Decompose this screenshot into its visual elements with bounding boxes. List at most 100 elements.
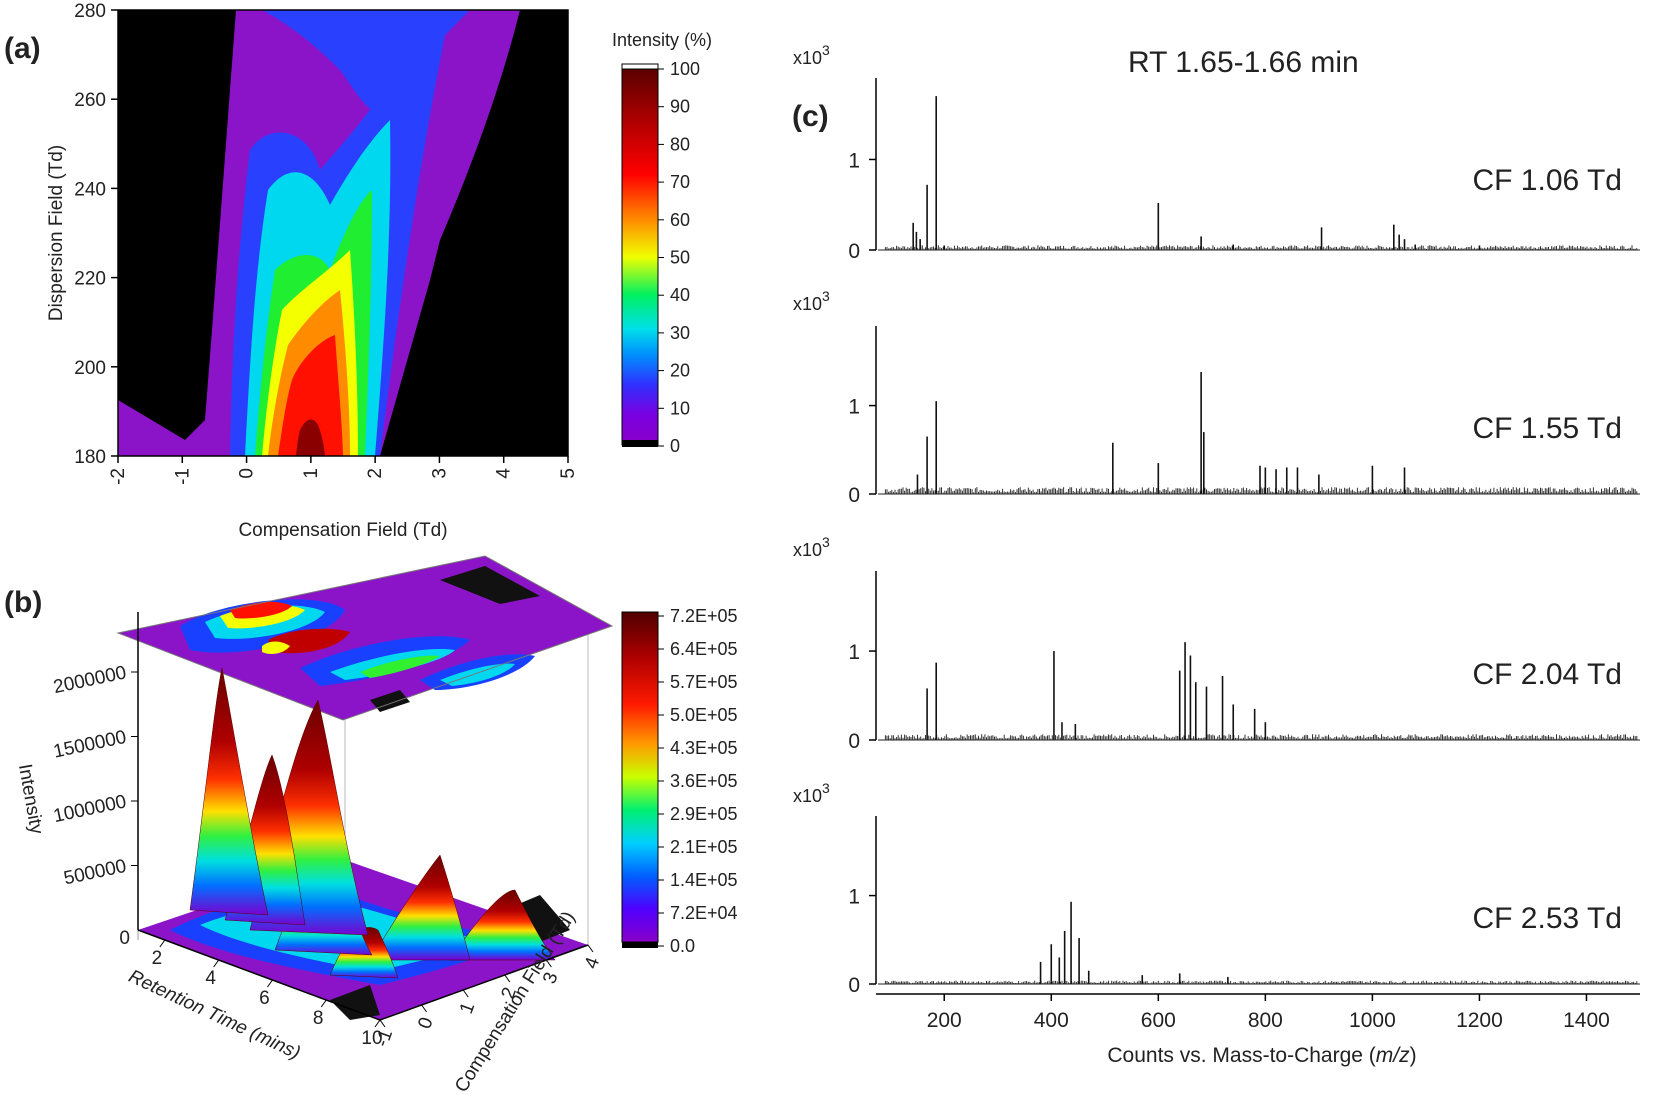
floor-black-2 xyxy=(330,985,380,1020)
spectrum-1-scale: x103 xyxy=(793,288,830,314)
a-xtick-label-1: -1 xyxy=(172,468,193,485)
b-ytick-0 xyxy=(379,1019,386,1028)
panel-b-colorbar-ticks: 0.0 7.2E+04 1.4E+05 2.1E+05 2.9E+05 3.6E+05 4.… xyxy=(658,606,738,956)
b-xtick-4 xyxy=(374,1019,381,1028)
panel-c-title: RT 1.65-1.66 min xyxy=(1128,46,1359,79)
spectrum-1-label: CF 1.55 Td xyxy=(1472,412,1622,445)
panel-a-colorbar xyxy=(621,68,659,446)
a-cb-tick-label-10: 100 xyxy=(670,59,700,79)
hotspot-cyan-3 xyxy=(440,663,515,686)
b-xtick-3 xyxy=(320,999,327,1008)
panel-c-spectra: x103 0 1 CF 1.06 Td x103 0 1 CF 1.55 Td x103 0 1 CF… xyxy=(793,42,1640,1032)
panel-b-colorbar-bottom-cap xyxy=(622,942,658,948)
panel-a-ylabel: Dispersion Field (Td) xyxy=(46,145,67,321)
surface-peak-4 xyxy=(369,854,471,961)
spectrum-3-label: CF 2.53 Td xyxy=(1472,902,1622,935)
a-cb-tick-label-3: 30 xyxy=(670,323,690,343)
c-xtick-label-5: 1200 xyxy=(1456,1009,1503,1032)
b-cb-tick-label-5: 3.6E+05 xyxy=(670,771,738,791)
b-ztick-minor-label-0: 0 xyxy=(119,928,130,949)
b-xtick-0 xyxy=(159,939,166,948)
spectrum-0-ytick-label-1: 1 xyxy=(848,149,860,172)
panel-a-label: (a) xyxy=(4,32,41,65)
b-ytick-4 xyxy=(545,959,552,968)
b-cb-tick-label-7: 5.0E+05 xyxy=(670,705,738,725)
a-ytick-label-5: 280 xyxy=(74,1,106,22)
b-xtick-label-1: 4 xyxy=(205,968,216,989)
panel-a-colorbar-title: Intensity (%) xyxy=(612,30,712,50)
b-xtick-label-2: 6 xyxy=(259,988,270,1009)
spectrum-2-label: CF 2.04 Td xyxy=(1472,658,1622,691)
b-ytick-label-2: 1 xyxy=(456,1000,479,1017)
c-xtick-label-6: 1400 xyxy=(1563,1009,1610,1032)
b-ytick-label-1: 0 xyxy=(414,1015,437,1032)
heatmap-region-70-90 xyxy=(278,335,343,456)
b-cb-tick-label-2: 1.4E+05 xyxy=(670,870,738,890)
hotspot-yellow-2 xyxy=(262,641,290,654)
b-xtick-2 xyxy=(267,979,273,988)
a-ytick-label-1: 200 xyxy=(74,358,106,379)
spectrum-2-ytick-label-0: 0 xyxy=(848,730,860,753)
spectrum-1-noise xyxy=(884,487,1638,494)
panel-a-axes: -2 -1 0 1 2 3 4 5 180 200 220 240 260 280 xyxy=(74,1,579,485)
b-ytick-1 xyxy=(421,1004,428,1013)
spectrum-1: x103 0 1 CF 1.55 Td xyxy=(793,288,1640,507)
panel-a-heatmap xyxy=(117,9,569,457)
a-ytick-label-3: 240 xyxy=(74,179,106,200)
panel-a-colorbar-bottom-cap xyxy=(622,440,658,447)
a-ytick-label-4: 260 xyxy=(74,90,106,111)
b-ztick-label-3: 2000000 xyxy=(52,662,129,698)
a-cb-tick-label-8: 80 xyxy=(670,134,690,154)
a-xtick-label-3: 1 xyxy=(301,468,322,479)
a-xtick-label-5: 3 xyxy=(429,468,450,479)
spectrum-3-scale: x103 xyxy=(793,780,830,806)
a-cb-tick-label-0: 0 xyxy=(670,436,680,456)
spectrum-2-ytick-label-1: 1 xyxy=(848,641,860,664)
heatmap-region-90-100 xyxy=(296,419,325,456)
a-ytick-label-0: 180 xyxy=(74,447,106,468)
b-ytick-3 xyxy=(504,974,511,983)
spectrum-0: x103 0 1 CF 1.06 Td xyxy=(793,42,1640,263)
c-xtick-label-1: 400 xyxy=(1034,1009,1069,1032)
panel-a-colorbar-ticks: 0 10 20 30 40 50 60 70 80 90 100 xyxy=(658,59,700,456)
panel-a-xlabel: Compensation Field (Td) xyxy=(238,520,447,541)
a-xtick-label-2: 0 xyxy=(237,468,258,479)
b-cb-tick-label-9: 6.4E+05 xyxy=(670,639,738,659)
b-ytick-2 xyxy=(462,989,469,998)
panel-b-surface xyxy=(116,555,614,1021)
b-cb-tick-label-10: 7.2E+05 xyxy=(670,606,738,626)
c-xtick-label-2: 600 xyxy=(1141,1009,1176,1032)
a-cb-tick-label-5: 50 xyxy=(670,248,690,268)
spectrum-1-ytick-label-0: 0 xyxy=(848,484,860,507)
spectrum-3: x103 0 1 CF 2.53 Td xyxy=(793,780,1640,997)
spectrum-2-scale: x103 xyxy=(793,534,830,560)
panel-a-colorbar-top-cap xyxy=(621,63,659,70)
panel-b-label: (b) xyxy=(4,586,42,619)
b-xtick-1 xyxy=(213,959,220,968)
b-xtick-label-0: 2 xyxy=(152,948,163,969)
a-cb-tick-label-7: 70 xyxy=(670,172,690,192)
spectrum-2: x103 0 1 CF 2.04 Td xyxy=(793,534,1640,753)
panel-b-zlabel: Intensity xyxy=(14,762,47,836)
a-ytick-label-2: 220 xyxy=(74,269,106,290)
a-xtick-label-0: -2 xyxy=(108,468,129,485)
surface-peak-5 xyxy=(449,889,556,961)
hotspot-green-2 xyxy=(360,655,440,678)
spectrum-0-noise xyxy=(884,245,1638,250)
panel-c-xlabel: Counts vs. Mass-to-Charge (m/z) xyxy=(1107,1044,1416,1067)
b-ztick-label-0: 500000 xyxy=(62,856,128,890)
spectrum-2-noise xyxy=(884,734,1638,740)
surface-peak-1 xyxy=(189,667,269,916)
a-cb-tick-label-6: 60 xyxy=(670,210,690,230)
a-xtick-label-7: 5 xyxy=(558,468,579,479)
b-cb-tick-label-8: 5.7E+05 xyxy=(670,672,738,692)
spectrum-3-noise xyxy=(884,980,1638,984)
spectrum-1-ytick-label-1: 1 xyxy=(848,396,860,419)
axis-cf xyxy=(379,944,589,1021)
spectrum-0-scale: x103 xyxy=(793,42,830,68)
b-ytick-label-5: 4 xyxy=(581,954,604,972)
spectrum-3-ytick-label-1: 1 xyxy=(848,886,860,909)
hotspot-black-2 xyxy=(370,690,410,712)
c-xtick-label-3: 800 xyxy=(1248,1009,1283,1032)
b-cb-tick-label-0: 0.0 xyxy=(670,936,695,956)
